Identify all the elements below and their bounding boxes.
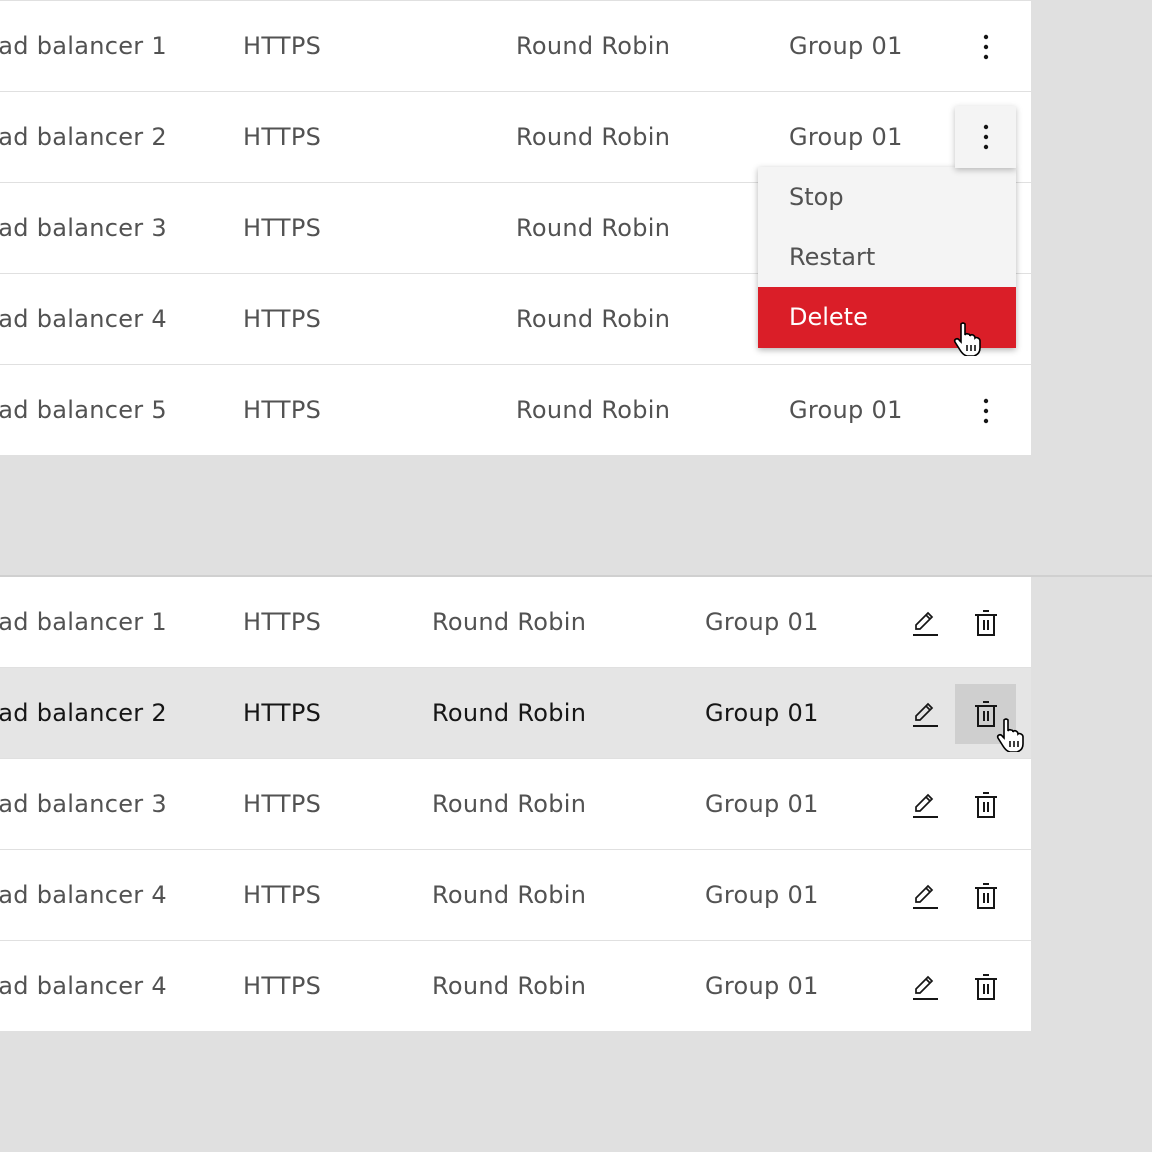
name-cell: Load balancer 3	[0, 214, 167, 242]
table-row: Load balancer 4 HTTPS Round Robin Group …	[0, 941, 1031, 1031]
method-cell: Round Robin	[516, 214, 671, 242]
overflow-icon	[983, 124, 988, 150]
group-cell: Group 01	[789, 32, 903, 60]
group-cell: Group 01	[789, 123, 903, 151]
protocol-cell: HTTPS	[243, 881, 322, 909]
menu-item-stop[interactable]: Stop	[789, 183, 844, 211]
group-cell: Group 01	[705, 790, 819, 818]
method-cell: Round Robin	[432, 699, 587, 727]
method-cell: Round Robin	[432, 881, 587, 909]
table-row: Load balancer 2 HTTPS Round Robin Group …	[0, 668, 1031, 759]
trash-icon	[974, 791, 997, 818]
method-cell: Round Robin	[432, 608, 587, 636]
trash-icon	[974, 701, 997, 727]
protocol-cell: HTTPS	[243, 305, 322, 333]
name-cell: Load balancer 1	[0, 608, 167, 636]
edit-button[interactable]	[894, 683, 955, 744]
delete-button[interactable]	[955, 865, 1016, 926]
hand-cursor-icon	[996, 718, 1024, 752]
table-row: Load balancer 1 HTTPS Round Robin Group …	[0, 1, 1031, 92]
name-cell: Load balancer 2	[0, 123, 167, 151]
hand-cursor-icon	[953, 322, 981, 356]
table-row: Load balancer 5 HTTPS Round Robin Group …	[0, 365, 1031, 455]
protocol-cell: HTTPS	[243, 608, 322, 636]
edit-button[interactable]	[894, 865, 955, 926]
edit-icon	[912, 975, 938, 1000]
overflow-icon	[983, 34, 988, 59]
group-cell: Group 01	[705, 608, 819, 636]
name-cell: Load balancer 4	[0, 972, 167, 1000]
overflow-icon	[983, 398, 988, 423]
overflow-menu-button[interactable]	[955, 380, 1016, 441]
edit-icon	[912, 611, 938, 636]
method-cell: Round Robin	[516, 305, 671, 333]
group-cell: Group 01	[705, 699, 819, 727]
name-cell: Load balancer 1	[0, 32, 167, 60]
protocol-cell: HTTPS	[243, 123, 322, 151]
group-cell: Group 01	[705, 972, 819, 1000]
method-cell: Round Robin	[432, 790, 587, 818]
table-row: Load balancer 4 HTTPS Round Robin Group …	[0, 850, 1031, 941]
overflow-menu-button[interactable]	[955, 16, 1016, 77]
menu-item-restart[interactable]: Restart	[789, 243, 876, 271]
group-cell: Group 01	[789, 396, 903, 424]
delete-button[interactable]	[955, 956, 1016, 1017]
protocol-cell: HTTPS	[243, 214, 322, 242]
protocol-cell: HTTPS	[243, 699, 322, 727]
name-cell: Load balancer 4	[0, 305, 167, 333]
protocol-cell: HTTPS	[243, 790, 322, 818]
overflow-menu-button[interactable]	[955, 106, 1016, 168]
table-row: Load balancer 1 HTTPS Round Robin Group …	[0, 577, 1031, 668]
edit-icon	[912, 702, 938, 727]
trash-icon	[974, 882, 997, 909]
delete-button[interactable]	[955, 592, 1016, 653]
protocol-cell: HTTPS	[243, 32, 322, 60]
trash-icon	[974, 973, 997, 1000]
bottom-table: Load balancer 1 HTTPS Round Robin Group …	[0, 577, 1031, 1031]
name-cell: Load balancer 3	[0, 790, 167, 818]
method-cell: Round Robin	[516, 32, 671, 60]
table-row: Load balancer 3 HTTPS Round Robin Group …	[0, 759, 1031, 850]
name-cell: Load balancer 4	[0, 881, 167, 909]
name-cell: Load balancer 2	[0, 699, 167, 727]
group-cell: Group 01	[705, 881, 819, 909]
edit-icon	[912, 884, 938, 909]
method-cell: Round Robin	[516, 396, 671, 424]
trash-icon	[974, 609, 997, 636]
overflow-menu: Stop Restart Delete	[758, 167, 1016, 348]
protocol-cell: HTTPS	[243, 972, 322, 1000]
name-cell: Load balancer 5	[0, 396, 167, 424]
protocol-cell: HTTPS	[243, 396, 322, 424]
delete-button[interactable]	[955, 774, 1016, 835]
section-divider	[0, 575, 1152, 577]
method-cell: Round Robin	[516, 123, 671, 151]
edit-icon	[912, 793, 938, 818]
edit-button[interactable]	[894, 592, 955, 653]
edit-button[interactable]	[894, 774, 955, 835]
edit-button[interactable]	[894, 956, 955, 1017]
method-cell: Round Robin	[432, 972, 587, 1000]
